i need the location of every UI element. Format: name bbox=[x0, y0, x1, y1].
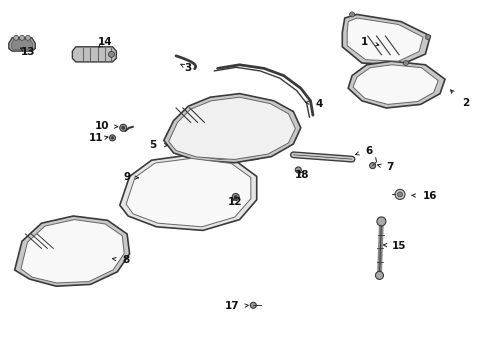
Circle shape bbox=[25, 35, 30, 40]
Text: 16: 16 bbox=[422, 191, 436, 201]
Text: 11: 11 bbox=[89, 133, 103, 143]
Circle shape bbox=[108, 51, 114, 57]
Polygon shape bbox=[347, 61, 444, 108]
Polygon shape bbox=[346, 18, 422, 61]
Circle shape bbox=[122, 126, 124, 129]
Circle shape bbox=[403, 60, 407, 66]
Text: 17: 17 bbox=[224, 301, 239, 311]
Circle shape bbox=[234, 195, 237, 198]
Polygon shape bbox=[168, 97, 295, 159]
Circle shape bbox=[349, 12, 354, 17]
Circle shape bbox=[20, 35, 24, 40]
Polygon shape bbox=[163, 94, 300, 163]
Circle shape bbox=[425, 35, 429, 40]
Polygon shape bbox=[352, 65, 437, 104]
Text: 10: 10 bbox=[94, 121, 109, 131]
Text: 13: 13 bbox=[21, 47, 36, 57]
Circle shape bbox=[111, 137, 113, 139]
Circle shape bbox=[376, 217, 385, 226]
Circle shape bbox=[120, 124, 126, 131]
Circle shape bbox=[397, 192, 402, 197]
Circle shape bbox=[295, 167, 301, 173]
Text: 1: 1 bbox=[360, 37, 367, 48]
Text: 4: 4 bbox=[315, 99, 322, 109]
Polygon shape bbox=[342, 14, 429, 65]
Text: 9: 9 bbox=[123, 172, 130, 183]
Polygon shape bbox=[178, 104, 287, 159]
Text: 8: 8 bbox=[122, 255, 129, 265]
Polygon shape bbox=[173, 101, 293, 163]
Circle shape bbox=[14, 35, 19, 40]
Circle shape bbox=[369, 163, 375, 168]
Text: 2: 2 bbox=[462, 98, 469, 108]
Text: 12: 12 bbox=[227, 197, 242, 207]
Text: 14: 14 bbox=[98, 37, 113, 48]
Polygon shape bbox=[21, 220, 124, 283]
Polygon shape bbox=[11, 40, 33, 50]
Circle shape bbox=[109, 135, 115, 141]
Circle shape bbox=[375, 271, 383, 279]
Text: 5: 5 bbox=[149, 140, 156, 150]
Polygon shape bbox=[72, 47, 116, 62]
Polygon shape bbox=[126, 158, 250, 227]
Text: 18: 18 bbox=[294, 170, 309, 180]
Circle shape bbox=[394, 189, 404, 199]
Text: 6: 6 bbox=[365, 146, 372, 156]
Polygon shape bbox=[120, 155, 256, 230]
Circle shape bbox=[250, 302, 256, 308]
Text: 3: 3 bbox=[184, 63, 191, 73]
Polygon shape bbox=[15, 216, 129, 286]
Text: 7: 7 bbox=[386, 162, 393, 172]
Circle shape bbox=[232, 193, 239, 201]
Text: 15: 15 bbox=[391, 240, 406, 251]
Polygon shape bbox=[9, 38, 35, 51]
